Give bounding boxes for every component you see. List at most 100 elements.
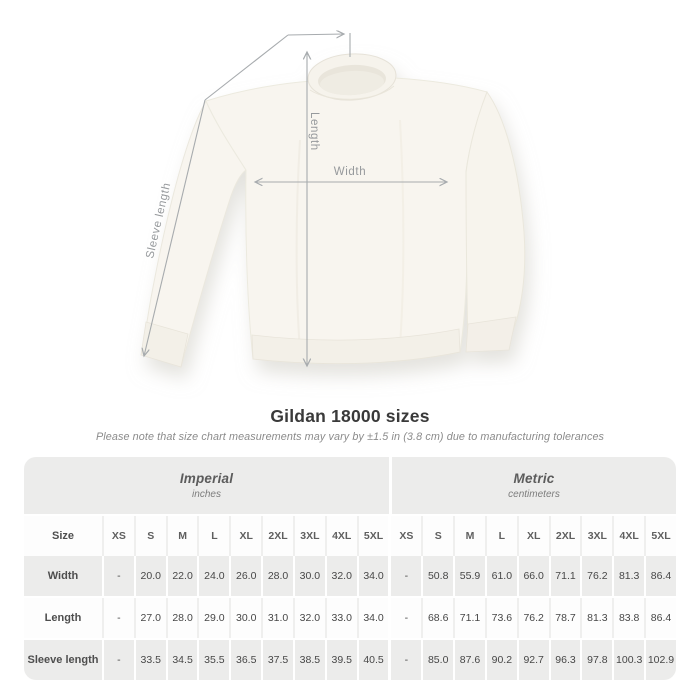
table-cell: 20.0 — [133, 556, 166, 596]
size-col-header-metric: S — [421, 516, 453, 556]
table-row: Length -27.0 28.0 29.0 30.0 31.0 32.0 33.0 34.0-… — [24, 596, 676, 638]
imperial-unit-label: inches — [192, 489, 221, 500]
table-cell: 32.0 — [324, 556, 357, 596]
table-cell: 90.2 — [484, 640, 517, 680]
table-cell: 39.5 — [324, 640, 357, 680]
collar — [307, 53, 397, 101]
table-cell: 81.3 — [612, 556, 644, 596]
table-cell: 71.1 — [453, 598, 485, 638]
size-col-header-imperial: 4XL — [324, 516, 357, 556]
size-col-header-metric: XL — [516, 516, 549, 556]
table-cell: 38.5 — [292, 640, 325, 680]
table-cell: 32.0 — [292, 598, 325, 638]
shoulder-guide-line — [204, 34, 289, 101]
table-cell: 55.9 — [453, 556, 485, 596]
table-cell: 37.5 — [261, 640, 293, 680]
size-col-header-imperial: XS — [102, 516, 134, 556]
table-cell: - — [388, 598, 421, 638]
table-cell: 76.2 — [580, 556, 612, 596]
size-col-header-imperial: L — [197, 516, 229, 556]
table-cell: 36.5 — [229, 640, 261, 680]
table-cell: 31.0 — [261, 598, 293, 638]
table-body: Width -20.0 22.0 24.0 26.0 28.0 30.0 32.0 34.0-5… — [24, 556, 676, 680]
metric-unit-label: centimeters — [508, 489, 560, 500]
table-row: Width -20.0 22.0 24.0 26.0 28.0 30.0 32.0 34.0-5… — [24, 556, 676, 596]
metric-group-header: Metric centimeters — [389, 457, 676, 514]
table-cell: 40.5 — [356, 640, 389, 680]
size-corner-label: Size — [51, 530, 74, 542]
table-cell: 50.8 — [421, 556, 453, 596]
length-label: Length — [308, 112, 320, 151]
sweatshirt-diagram-svg: Width Length Sleeve length — [140, 0, 526, 368]
table-cell: 100.3 — [612, 640, 644, 680]
size-col-header-metric: 3XL — [580, 516, 612, 556]
table-group-header-row: Imperial inches Metric centimeters — [24, 457, 676, 514]
table-cell: 34.0 — [356, 598, 389, 638]
table-cell: 97.8 — [580, 640, 612, 680]
size-col-header-metric: 4XL — [612, 516, 644, 556]
table-cell: - — [102, 598, 134, 638]
table-cell: 83.8 — [612, 598, 644, 638]
table-cell: 26.0 — [229, 556, 261, 596]
size-col-header-imperial: 2XL — [261, 516, 293, 556]
size-col-header-imperial: M — [165, 516, 198, 556]
table-cell: 30.0 — [229, 598, 261, 638]
table-cell: 73.6 — [484, 598, 517, 638]
table-cell: 76.2 — [516, 598, 549, 638]
table-cell: - — [388, 640, 421, 680]
table-cell: 28.0 — [261, 556, 293, 596]
neck-pointer-arrow — [287, 34, 344, 35]
row-label: Length — [44, 612, 82, 624]
table-cell: 34.5 — [165, 640, 198, 680]
size-col-header-imperial: S — [133, 516, 166, 556]
table-cell: 29.0 — [197, 598, 229, 638]
table-cell: 33.5 — [133, 640, 166, 680]
table-cell: - — [388, 556, 421, 596]
size-col-header-metric: M — [453, 516, 485, 556]
table-cell: 34.0 — [356, 556, 389, 596]
size-table: Imperial inches Metric centimeters Size X… — [24, 457, 676, 680]
product-measurement-diagram: Width Length Sleeve length — [140, 0, 526, 368]
imperial-label: Imperial — [179, 471, 234, 486]
table-cell: 86.4 — [644, 598, 676, 638]
table-row-sizes: Size XS S M L XL 2XL 3XL 4XL 5XL XS S M L XL 2XL 3XL 4XL 5… — [24, 514, 676, 556]
size-col-header-imperial: 5XL — [356, 516, 389, 556]
right-cuff — [465, 316, 517, 353]
size-col-header-imperial: XL — [229, 516, 261, 556]
width-label: Width — [334, 166, 366, 178]
sweatshirt-graphic — [140, 53, 526, 368]
size-col-header-metric: 5XL — [644, 516, 676, 556]
table-cell: 33.0 — [324, 598, 357, 638]
table-cell: 85.0 — [421, 640, 453, 680]
table-cell: 81.3 — [580, 598, 612, 638]
sleeve-length-arrow — [144, 99, 206, 356]
measurement-annotations — [144, 33, 447, 366]
body-panel — [205, 77, 488, 365]
table-cell: 92.7 — [516, 640, 549, 680]
tolerance-note: Please note that size chart measurements… — [95, 431, 605, 443]
metric-label: Metric — [513, 471, 555, 486]
table-cell: 28.0 — [165, 598, 198, 638]
table-row: Sleeve length -33.5 34.5 35.5 36.5 37.5 38.5 39… — [24, 638, 676, 680]
table-cell: 78.7 — [548, 598, 581, 638]
size-col-header-metric: XS — [388, 516, 421, 556]
table-cell: 86.4 — [644, 556, 676, 596]
table-cell: 22.0 — [165, 556, 198, 596]
table-cell: 71.1 — [548, 556, 581, 596]
imperial-group-header: Imperial inches — [24, 457, 389, 514]
table-cell: 68.6 — [421, 598, 453, 638]
table-cell: - — [102, 556, 134, 596]
size-col-header-metric: L — [484, 516, 517, 556]
row-label: Width — [47, 570, 79, 582]
table-cell: 61.0 — [484, 556, 517, 596]
left-cuff — [140, 321, 189, 368]
size-col-header-imperial: 3XL — [292, 516, 325, 556]
row-label: Sleeve length — [27, 654, 99, 666]
table-cell: 30.0 — [292, 556, 325, 596]
right-sleeve — [465, 90, 526, 349]
page-title: Gildan 18000 sizes — [270, 406, 430, 426]
table-cell: - — [102, 640, 134, 680]
title-block: Gildan 18000 sizes Please note that size… — [0, 406, 700, 443]
size-col-header-metric: 2XL — [548, 516, 581, 556]
table-cell: 96.3 — [548, 640, 581, 680]
